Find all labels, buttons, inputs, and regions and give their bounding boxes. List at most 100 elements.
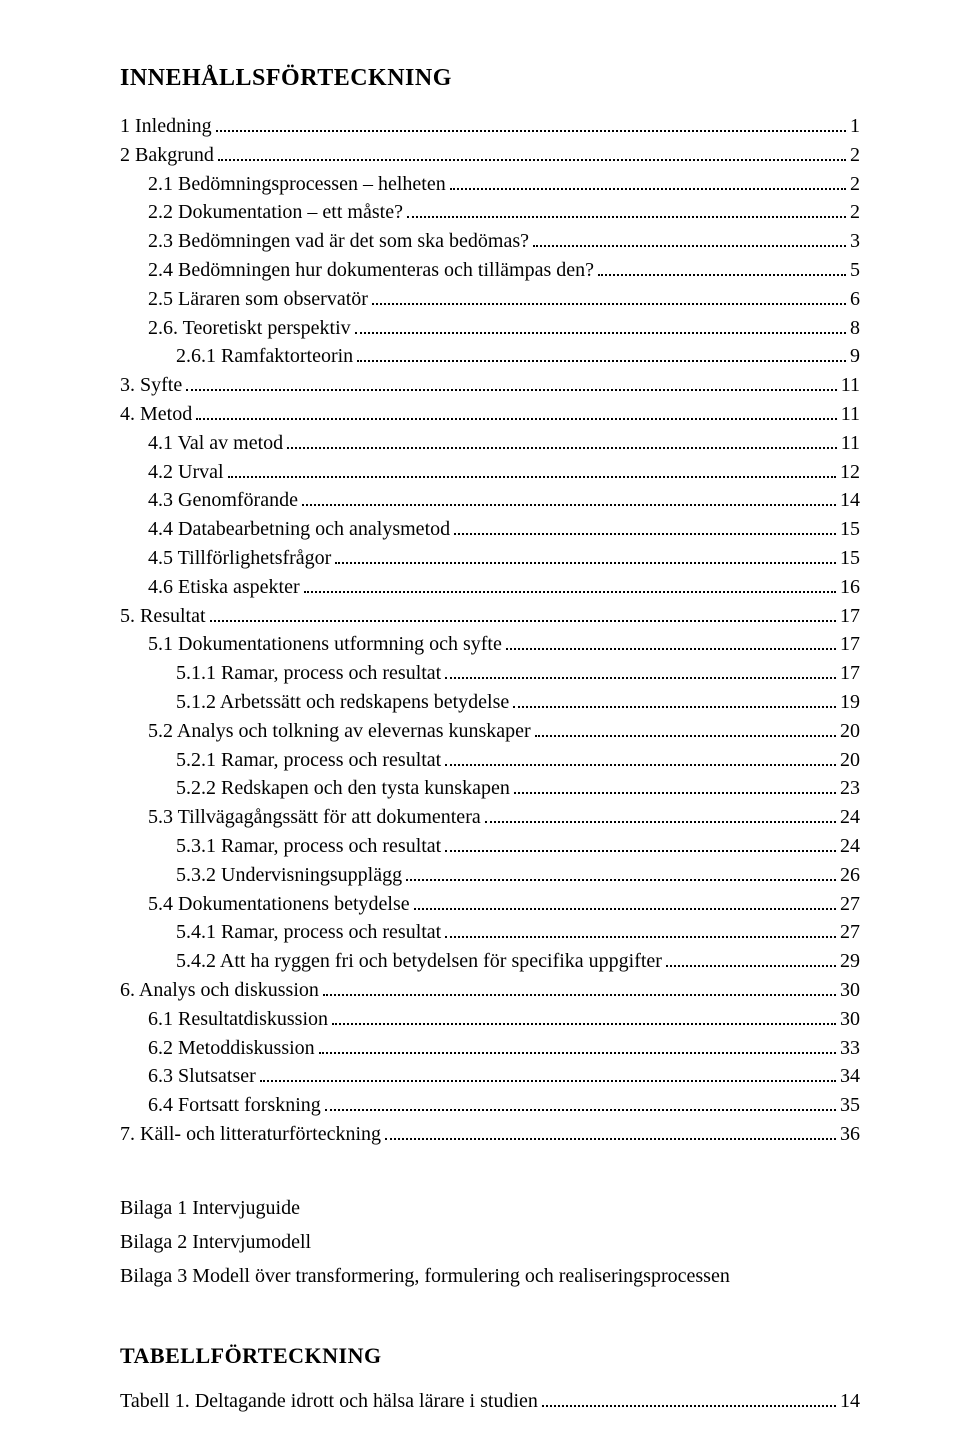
toc-label: 5.3.1 Ramar, process och resultat — [176, 832, 441, 861]
toc-dots — [445, 836, 836, 852]
toc-page: 8 — [850, 314, 860, 343]
toc-page: 23 — [840, 774, 860, 803]
toc-row: 2.6. Teoretiskt perspektiv 8 — [120, 314, 860, 343]
toc-page: 35 — [840, 1091, 860, 1120]
toc-row: 3. Syfte 11 — [120, 371, 860, 400]
toc-page: 14 — [840, 486, 860, 515]
toc-dots — [514, 778, 836, 794]
toc-label: Tabell 1. Deltagande idrott och hälsa lä… — [120, 1387, 538, 1416]
toc-row: 5.1 Dokumentationens utformning och syft… — [120, 630, 860, 659]
toc-page: 9 — [850, 342, 860, 371]
toc-page: 5 — [850, 256, 860, 285]
toc-row: 4.1 Val av metod 11 — [120, 429, 860, 458]
toc-row: 5.3 Tillvägagångssätt för att dokumenter… — [120, 803, 860, 832]
toc-row: 2.6.1 Ramfaktorteorin 9 — [120, 342, 860, 371]
toc-label: 2.4 Bedömningen hur dokumenteras och til… — [148, 256, 594, 285]
toc-row: 5.2 Analys och tolkning av elevernas kun… — [120, 717, 860, 746]
toc-page: 30 — [840, 976, 860, 1005]
toc-dots — [372, 289, 846, 305]
toc-row: 6.2 Metoddiskussion 33 — [120, 1034, 860, 1063]
toc-label: 2.6.1 Ramfaktorteorin — [176, 342, 353, 371]
toc-row: 5. Resultat 17 — [120, 602, 860, 631]
toc-dots — [228, 462, 836, 478]
toc-label: 5.4.2 Att ha ryggen fri och betydelsen f… — [176, 947, 662, 976]
toc-page: 2 — [850, 170, 860, 199]
tables-list: Tabell 1. Deltagande idrott och hälsa lä… — [120, 1387, 860, 1416]
toc-dots — [414, 894, 836, 910]
toc-label: 4.2 Urval — [148, 458, 224, 487]
toc-row: 5.4 Dokumentationens betydelse 27 — [120, 890, 860, 919]
toc-page: 14 — [840, 1387, 860, 1416]
toc-label: 5.1.1 Ramar, process och resultat — [176, 659, 441, 688]
toc-dots — [407, 202, 846, 218]
toc-page: 2 — [850, 198, 860, 227]
toc-label: 2.3 Bedömningen vad är det som ska bedöm… — [148, 227, 529, 256]
toc-dots — [450, 174, 846, 190]
toc-label: 2.5 Läraren som observatör — [148, 285, 368, 314]
appendix-list: Bilaga 1 IntervjuguideBilaga 2 Intervjum… — [120, 1191, 860, 1293]
appendix-line: Bilaga 1 Intervjuguide — [120, 1191, 860, 1225]
toc-dots — [535, 721, 836, 737]
toc-page: 30 — [840, 1005, 860, 1034]
toc-row: 5.3.1 Ramar, process och resultat 24 — [120, 832, 860, 861]
toc-row: 2 Bakgrund 2 — [120, 141, 860, 170]
toc-label: 2.2 Dokumentation – ett måste? — [148, 198, 403, 227]
toc-row: 2.5 Läraren som observatör 6 — [120, 285, 860, 314]
toc-page: 19 — [840, 688, 860, 717]
toc-dots — [260, 1066, 836, 1082]
toc-row: 4.5 Tillförlighetsfrågor 15 — [120, 544, 860, 573]
toc-page: 11 — [841, 429, 860, 458]
toc-label: 6.4 Fortsatt forskning — [148, 1091, 321, 1120]
toc-row: 4.6 Etiska aspekter 16 — [120, 573, 860, 602]
toc-dots — [445, 663, 836, 679]
toc-dots — [355, 318, 846, 334]
toc-page: 27 — [840, 890, 860, 919]
toc-label: 3. Syfte — [120, 371, 182, 400]
toc-dots — [325, 1095, 836, 1111]
toc-page: 24 — [840, 803, 860, 832]
toc-row: 7. Käll- och litteraturförteckning 36 — [120, 1120, 860, 1149]
toc-dots — [454, 519, 836, 535]
toc-row: 5.4.2 Att ha ryggen fri och betydelsen f… — [120, 947, 860, 976]
toc-dots — [186, 375, 837, 391]
toc-label: 2.6. Teoretiskt perspektiv — [148, 314, 351, 343]
toc-row: Tabell 1. Deltagande idrott och hälsa lä… — [120, 1387, 860, 1416]
toc-label: 2 Bakgrund — [120, 141, 214, 170]
toc-label: 5.4.1 Ramar, process och resultat — [176, 918, 441, 947]
toc-page: 27 — [840, 918, 860, 947]
toc-dots — [542, 1391, 836, 1407]
toc-dots — [445, 922, 836, 938]
toc-row: 2.4 Bedömningen hur dokumenteras och til… — [120, 256, 860, 285]
toc-label: 4.3 Genomförande — [148, 486, 298, 515]
toc-dots — [196, 404, 837, 420]
toc-dots — [506, 634, 836, 650]
toc-dots — [304, 577, 836, 593]
toc-row: 5.2.2 Redskapen och den tysta kunskapen … — [120, 774, 860, 803]
toc-page: 1 — [850, 112, 860, 141]
toc-list: 1 Inledning 12 Bakgrund 22.1 Bedömningsp… — [120, 112, 860, 1149]
page-container: INNEHÅLLSFÖRTECKNING 1 Inledning 12 Bakg… — [0, 0, 960, 1455]
toc-page: 15 — [840, 544, 860, 573]
toc-row: 1 Inledning 1 — [120, 112, 860, 141]
toc-dots — [513, 692, 836, 708]
toc-row: 4.3 Genomförande 14 — [120, 486, 860, 515]
toc-row: 6.1 Resultatdiskussion 30 — [120, 1005, 860, 1034]
toc-row: 6.4 Fortsatt forskning 35 — [120, 1091, 860, 1120]
toc-page: 11 — [841, 371, 860, 400]
toc-row: 5.1.2 Arbetssätt och redskapens betydels… — [120, 688, 860, 717]
toc-page: 15 — [840, 515, 860, 544]
toc-row: 5.1.1 Ramar, process och resultat 17 — [120, 659, 860, 688]
toc-label: 5. Resultat — [120, 602, 206, 631]
toc-page: 2 — [850, 141, 860, 170]
toc-label: 4.4 Databearbetning och analysmetod — [148, 515, 450, 544]
toc-row: 6.3 Slutsatser 34 — [120, 1062, 860, 1091]
toc-dots — [533, 231, 846, 247]
toc-dots — [335, 548, 836, 564]
toc-page: 12 — [840, 458, 860, 487]
toc-page: 17 — [840, 602, 860, 631]
toc-label: 5.3.2 Undervisningsupplägg — [176, 861, 402, 890]
toc-label: 5.3 Tillvägagångssätt för att dokumenter… — [148, 803, 481, 832]
toc-page: 34 — [840, 1062, 860, 1091]
toc-label: 6.1 Resultatdiskussion — [148, 1005, 328, 1034]
toc-label: 6. Analys och diskussion — [120, 976, 319, 1005]
